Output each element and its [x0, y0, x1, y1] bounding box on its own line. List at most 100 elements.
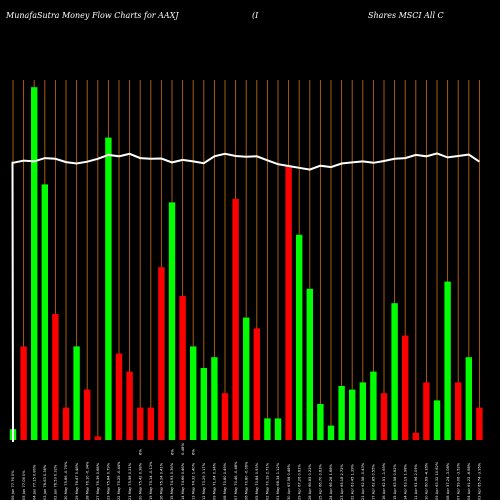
x-tick-label: 06 May 70.80 -0.06% [244, 461, 248, 500]
money-flow-bar [359, 382, 366, 440]
money-flow-bar [105, 137, 112, 440]
money-flow-bar [370, 371, 377, 440]
x-axis-tick-labels: 06 Jun 77.76 0% 05 Jun 77.08 0% 04 Jun 77.… [11, 461, 481, 500]
money-flow-bars [9, 87, 483, 440]
mid-label: 0.48% [180, 443, 185, 455]
money-flow-bar [158, 267, 165, 440]
x-tick-label: 28 May 76.10 -0.34% [85, 461, 89, 500]
money-flow-bar [465, 357, 472, 440]
money-flow-bar [200, 368, 207, 440]
money-flow-bar [62, 407, 70, 440]
company-name: Shares MSCI All C [368, 11, 444, 20]
money-flow-bar [476, 407, 483, 440]
money-flow-bar [402, 335, 409, 440]
x-tick-label: 12 May 73.29 3.17% [202, 462, 206, 500]
x-tick-label: 10 Apr 60.69 -4.16% [425, 462, 429, 500]
mid-label: 6% [170, 449, 175, 455]
x-tick-label: 11 Apr 61.96 2.09% [414, 463, 418, 500]
money-flow-bar [137, 407, 144, 440]
x-tick-label: 05 Jun 77.08 0% [22, 470, 26, 500]
money-flow-bar [179, 296, 186, 440]
money-flow-bar [274, 418, 282, 440]
money-flow-bar [211, 357, 218, 440]
money-flow-bar [253, 328, 260, 440]
chart-title: MunafaSutra Money Flow Charts for AAXJ [5, 11, 179, 20]
x-tick-label: 30 Apr 67.58 0.48% [287, 463, 291, 500]
x-tick-label: 03 Apr 65.74 -3.95% [478, 462, 482, 500]
x-tick-label: 04 Jun 77.15 0.80% [32, 464, 36, 500]
x-tick-label: 03 Jun 76.63 0.36% [43, 464, 47, 500]
money-flow-bar [391, 303, 398, 440]
money-flow-bar [264, 418, 271, 440]
x-tick-label: 21 Apr 62.58 -0.43% [361, 462, 365, 500]
x-tick-label: 16 May 75.24 0.41% [160, 462, 164, 500]
x-tick-label: 24 Apr 66.28 1.68% [329, 463, 333, 500]
money-flow-bar [94, 436, 101, 440]
money-flow-bar [243, 317, 250, 440]
x-tick-label: 04 Apr 61.22 -6.88% [467, 462, 471, 500]
x-tick-label: 23 May 75.84 0.79% [107, 462, 111, 500]
mid-label: 6% [138, 449, 143, 455]
money-flow-bar [380, 393, 388, 440]
money-flow-bar [147, 407, 154, 440]
x-tick-label: 02 Jun 76.53 0.32% [54, 464, 58, 500]
money-flow-bar [455, 382, 462, 440]
chart-title-paren: (I [252, 11, 259, 20]
money-flow-bar [317, 404, 324, 440]
money-flow-bar [232, 198, 239, 440]
x-tick-label: 07 May 70.46 -0.48% [234, 461, 238, 500]
mid-label: 6% [191, 449, 196, 455]
x-tick-label: 17 Apr 62.85 0.55% [372, 463, 376, 500]
money-flow-bar [168, 202, 176, 440]
x-tick-label: 16 Apr 62.51 -1.69% [382, 462, 386, 500]
money-flow-bar [31, 87, 38, 440]
x-tick-label: 25 Apr 66.70 0.63% [319, 463, 323, 500]
x-tick-label: 29 May 76.47 0.48% [75, 462, 79, 500]
money-flow-bar [296, 234, 303, 440]
x-tick-label: 22 May 75.25 -0.44% [117, 461, 121, 500]
money-flow-bar [52, 314, 59, 440]
x-tick-label: 05 May 70.84 0.93% [255, 462, 259, 500]
x-tick-label: 14 May 74.66 0.46% [181, 462, 185, 500]
x-tick-label: 09 Apr 63.32 10.62% [435, 461, 439, 500]
x-tick-label: 15 May 74.93 0.36% [170, 462, 174, 500]
money-flow-bar [338, 386, 345, 440]
money-flow-bar [221, 393, 229, 440]
x-tick-label: 14 Apr 63.19 1.98% [403, 463, 407, 500]
money-flow-bar [285, 166, 292, 440]
x-tick-label: 13 May 74.32 1.40% [191, 462, 195, 500]
x-tick-label: 01 May 68.34 1.12% [276, 462, 280, 500]
price-line [11, 152, 480, 443]
x-tick-label: 08 May 70.80 0.49% [223, 462, 227, 500]
x-tick-label: 06 Jun 77.76 0% [11, 470, 15, 500]
money-flow-bar [115, 353, 123, 440]
money-flow-bar [41, 184, 48, 440]
x-tick-label: 22 Apr 63.45 1.39% [350, 463, 354, 500]
money-flow-bar [20, 346, 27, 440]
money-flow-bar [84, 389, 91, 440]
x-tick-label: 08 Apr 57.24 -3.08% [446, 462, 450, 500]
x-tick-label: 09 May 71.04 0.34% [213, 462, 217, 500]
x-tick-label: 29 Apr 67.26 0.61% [297, 463, 301, 500]
x-tick-label: 15 Apr 63.58 0.62% [393, 463, 397, 500]
money-flow-bar [327, 425, 335, 440]
x-tick-label: 21 May 75.58 0.21% [128, 462, 132, 500]
x-tick-label: 02 May 70.19 2.71% [266, 462, 270, 500]
x-tick-label: 23 Apr 65.18 2.72% [340, 463, 344, 500]
money-flow-bar [190, 346, 197, 440]
mid-labels: 6% 6% 0.48% 6% [138, 443, 196, 455]
x-tick-label: 28 Apr 66.85 0.22% [308, 463, 312, 500]
money-flow-bar [433, 400, 441, 440]
x-tick-label: 20 May 75.42 0.38% [138, 462, 142, 500]
x-tick-label: 27 May 76.36 0.68% [96, 462, 100, 500]
money-flow-bar [349, 389, 356, 440]
money-flow-bar [444, 281, 451, 440]
x-tick-label: 30 May 75.86 -0.79% [64, 461, 68, 500]
money-flow-bar [306, 288, 313, 440]
money-flow-bar [73, 346, 80, 440]
money-flow-bar [412, 432, 419, 440]
x-tick-label: 19 May 75.14 -0.13% [149, 461, 153, 500]
